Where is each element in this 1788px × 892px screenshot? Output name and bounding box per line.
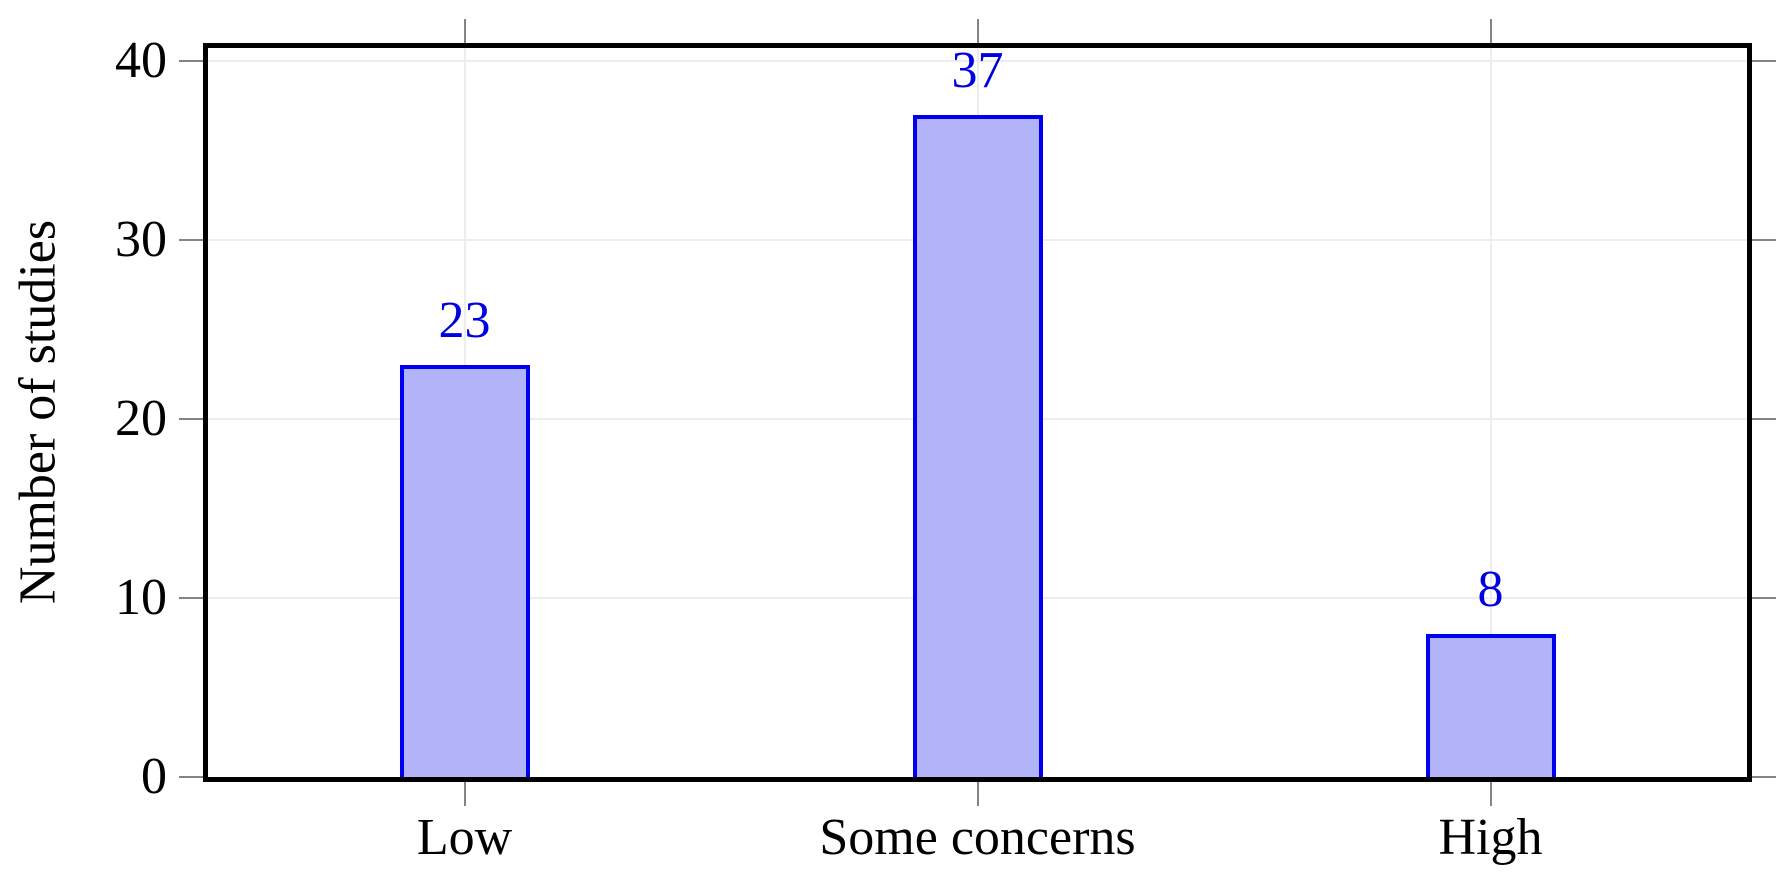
x-tick-mark-bottom: [976, 782, 979, 806]
bar-some-concerns: [912, 114, 1043, 777]
y-tick-mark-right: [1752, 418, 1776, 421]
plot-area: 23 37 8: [203, 43, 1752, 782]
y-tick-label: 0: [141, 748, 167, 805]
x-tick-mark-top: [976, 19, 979, 43]
bar-value-label: 8: [1477, 560, 1504, 618]
x-tick-label: Some concerns: [819, 809, 1136, 866]
x-tick-label: High: [1438, 809, 1543, 866]
y-tick-label: 10: [115, 569, 167, 627]
y-tick-mark-right: [1752, 776, 1776, 778]
bar-value-label: 23: [438, 292, 491, 350]
y-tick-mark-left: [179, 60, 203, 63]
y-tick-mark-left: [179, 418, 203, 421]
x-tick-mark-top: [1489, 19, 1492, 43]
v-gridline: [1489, 48, 1492, 777]
x-tick-label: Low: [416, 809, 513, 866]
y-tick-label: 40: [115, 32, 167, 90]
y-tick-label: 20: [115, 390, 167, 448]
y-tick-mark-right: [1752, 60, 1776, 63]
y-tick-mark-right: [1752, 239, 1776, 242]
bar-high: [1425, 633, 1556, 777]
y-tick-mark-left: [179, 239, 203, 242]
x-tick-mark-bottom: [463, 782, 466, 806]
x-tick-mark-top: [463, 19, 466, 43]
bar-value-label: 37: [951, 41, 1004, 99]
y-tick-mark-left: [179, 597, 203, 600]
y-tick-mark-right: [1752, 597, 1776, 600]
y-tick-mark-left: [179, 776, 203, 778]
y-tick-label: 30: [115, 211, 167, 269]
x-tick-mark-bottom: [1489, 782, 1492, 806]
bar-low: [399, 365, 530, 777]
